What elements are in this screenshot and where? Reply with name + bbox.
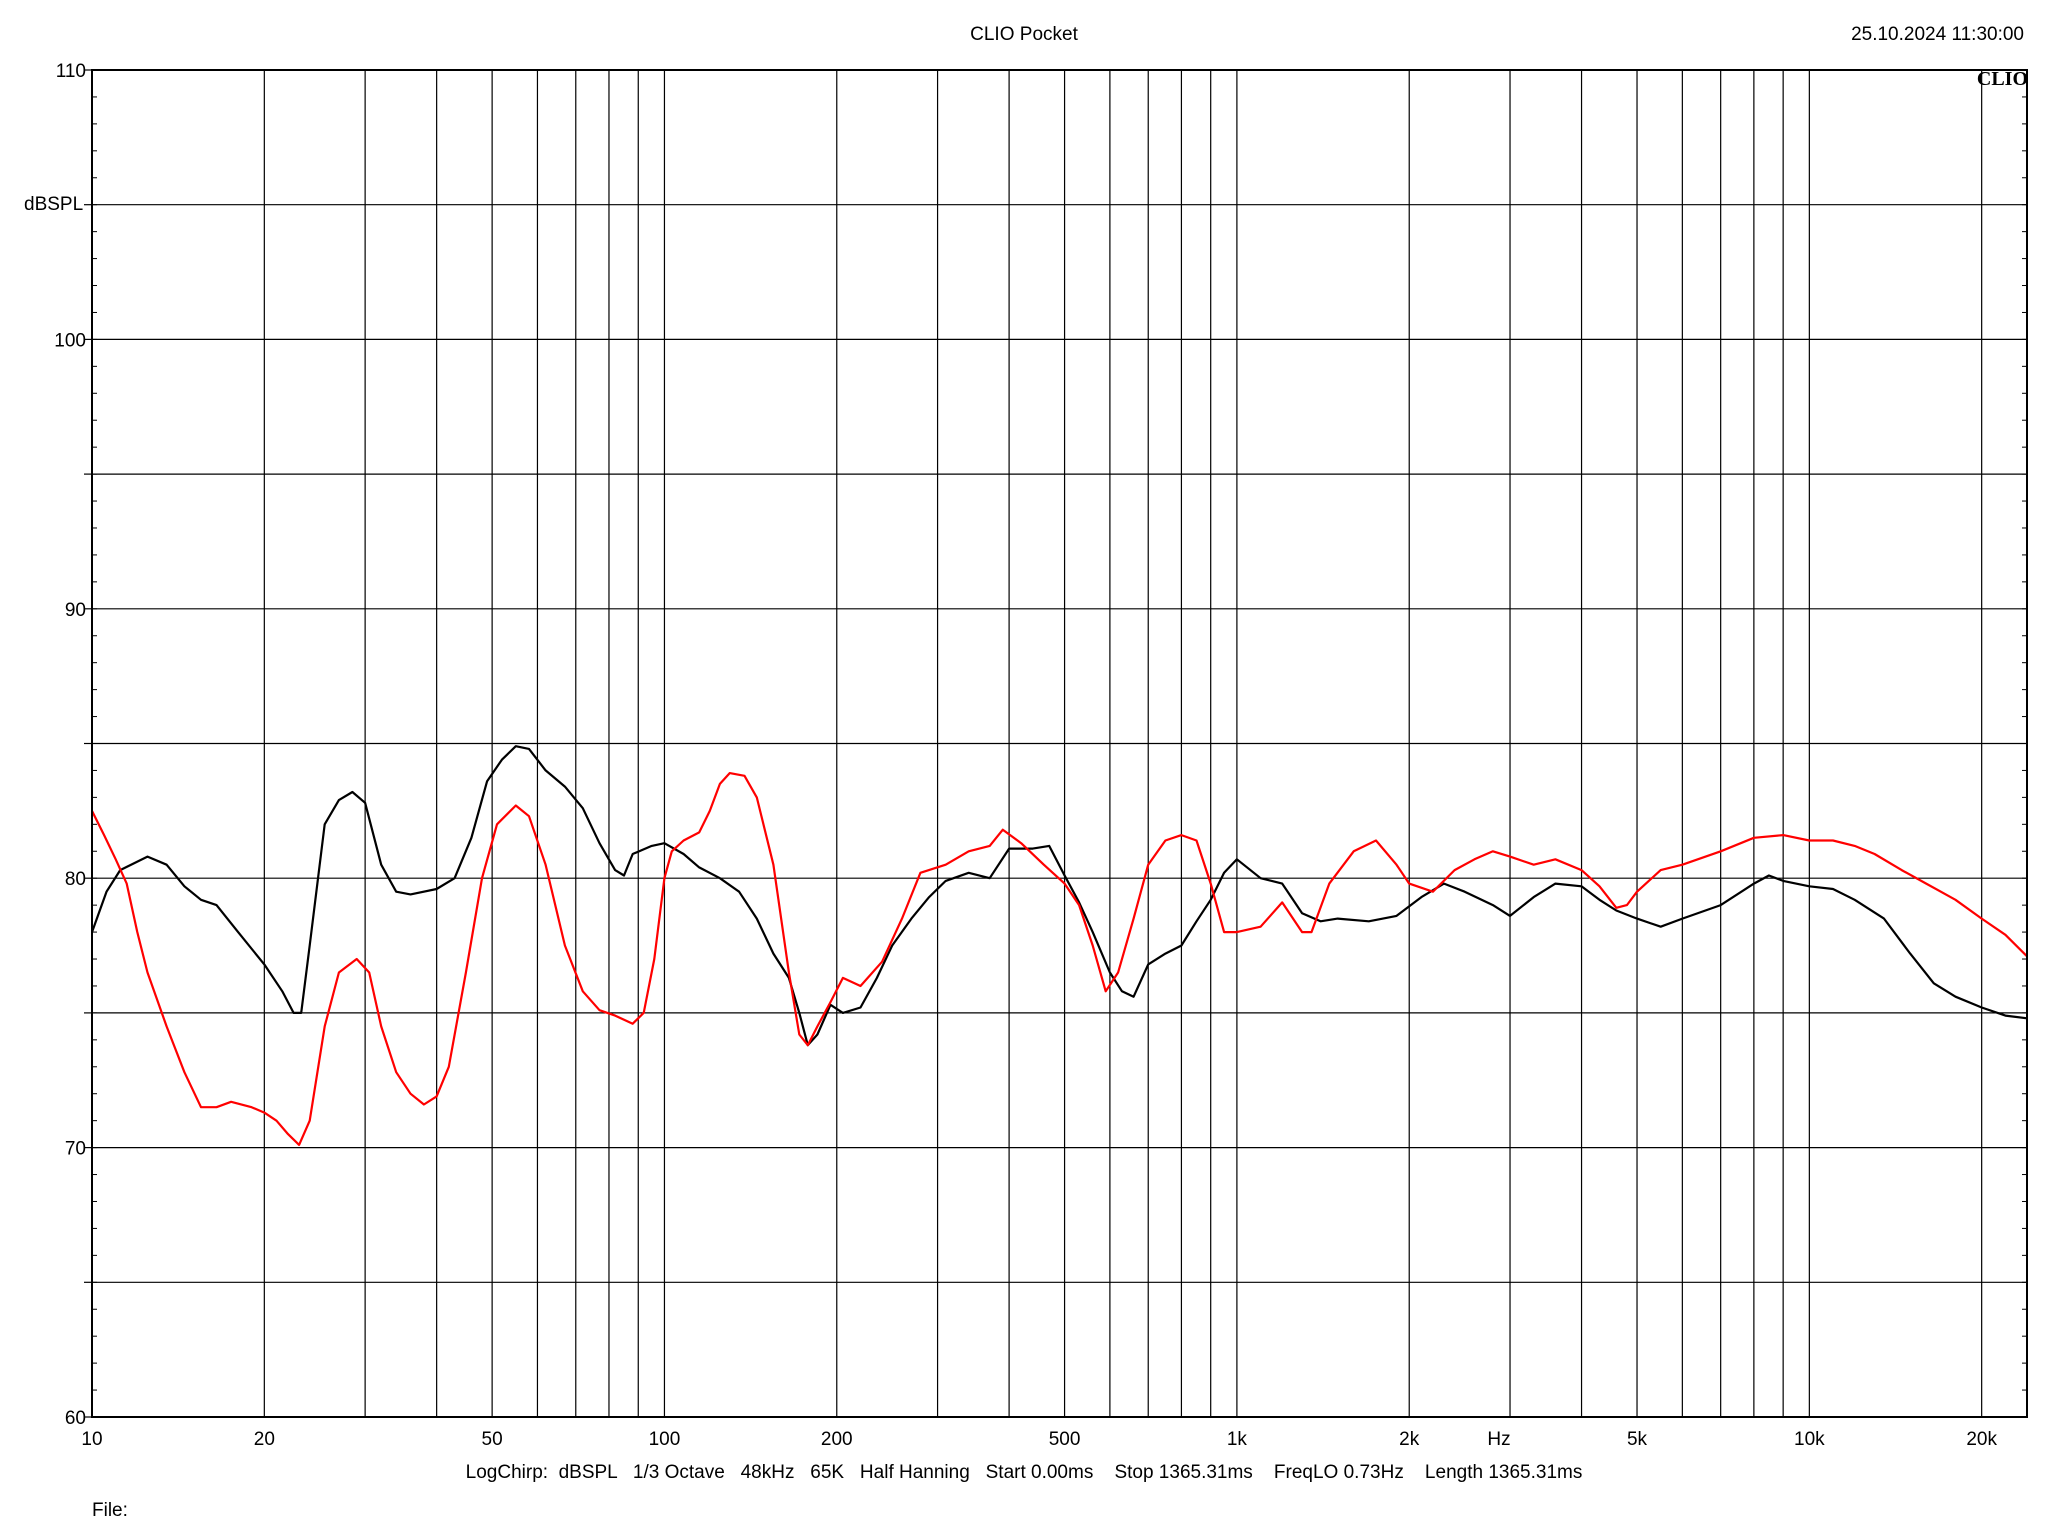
y-tick-label: 90	[65, 600, 86, 621]
y-tick-label: 110	[56, 61, 86, 82]
x-tick-label: 10	[81, 1429, 102, 1450]
x-tick-label: 500	[1049, 1429, 1081, 1450]
tick-labels: 10 20 50 100 200 500 1k 2k 5k 10k 20k Hz 60 70 80 90 100…	[54, 61, 1997, 1450]
grid	[84, 69, 2027, 1418]
y-tick-label: 60	[65, 1408, 86, 1429]
file-label: File:	[92, 1500, 128, 1521]
x-tick-label: 20k	[1966, 1429, 1997, 1450]
plot-frame	[91, 69, 2028, 1418]
series-line-2	[91, 772, 2028, 1146]
x-tick-label: 1k	[1227, 1429, 1248, 1450]
chart-title: CLIO Pocket	[970, 24, 1078, 45]
y-axis-unit-label: dBSPL	[24, 194, 84, 215]
x-tick-label: 5k	[1627, 1429, 1648, 1450]
x-axis-unit-label: Hz	[1487, 1429, 1510, 1450]
series-line-1	[90, 745, 2028, 1047]
x-tick-label: 200	[821, 1429, 853, 1450]
measurement-settings: LogChirp: dBSPL 1/3 Octave 48kHz 65K Hal…	[465, 1462, 1583, 1483]
x-tick-label: 50	[482, 1429, 503, 1450]
x-tick-label: 100	[649, 1429, 681, 1450]
y-tick-label: 100	[54, 330, 86, 351]
x-tick-label: 20	[254, 1429, 275, 1450]
y-tick-label: 70	[65, 1139, 86, 1160]
brand-logo: CLIO	[1976, 68, 2028, 90]
y-tick-label: 80	[65, 869, 86, 890]
x-tick-label: 10k	[1794, 1429, 1825, 1450]
series-layer	[90, 745, 2028, 1146]
x-tick-label: 2k	[1399, 1429, 1420, 1450]
timestamp: 25.10.2024 11:30:00	[1851, 24, 2024, 45]
